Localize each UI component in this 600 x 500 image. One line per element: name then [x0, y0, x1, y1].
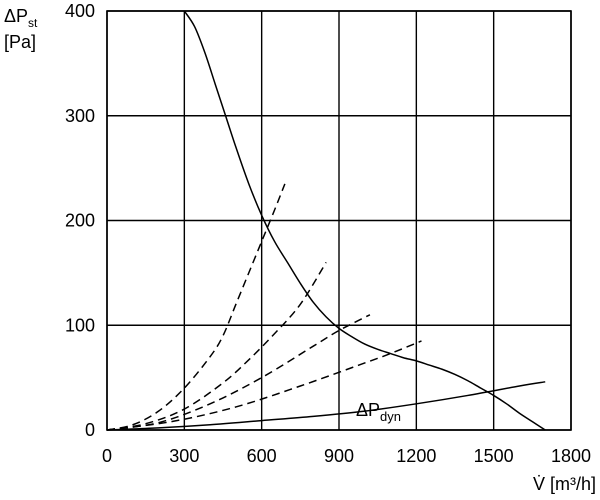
y-tick-label-100: 100	[65, 315, 95, 335]
annotation-dp-dyn-main: ΔP	[356, 400, 380, 420]
series-line-2-solid	[106, 381, 546, 431]
x-tick-label-600: 600	[247, 446, 277, 466]
plot-frame	[106, 10, 572, 431]
y-tick-label-0: 0	[85, 420, 95, 440]
x-tick-label-1200: 1200	[396, 446, 436, 466]
series-line-1-solid	[183, 10, 546, 431]
annotation-dp-dyn: ΔPdyn	[356, 400, 401, 424]
series-line-5-dashed	[106, 314, 371, 431]
x-tick-label-1800: 1800	[551, 446, 591, 466]
x-tick-label-0: 0	[102, 446, 112, 466]
series-line-4-dashed	[106, 262, 327, 431]
y-axis-title-sub: st	[28, 16, 38, 30]
series-group	[106, 10, 546, 431]
y-axis-unit: [Pa]	[4, 32, 36, 52]
x-tick-label-1500: 1500	[474, 446, 514, 466]
annotation-dp-dyn-sub: dyn	[380, 409, 401, 424]
tick-labels: 0 300 600 900 1200 1500 1800 0 100 200 300 400	[65, 1, 591, 466]
x-tick-label-300: 300	[169, 446, 199, 466]
series-line-3-dashed	[106, 183, 286, 431]
y-tick-label-200: 200	[65, 211, 95, 231]
grid	[106, 10, 572, 431]
y-tick-label-300: 300	[65, 106, 95, 126]
y-axis-title: ΔPst	[4, 6, 38, 30]
y-tick-label-400: 400	[65, 1, 95, 21]
x-tick-label-900: 900	[324, 446, 354, 466]
y-axis-title-main: ΔP	[4, 6, 28, 26]
series-line-6-dashed	[106, 340, 422, 431]
x-axis-title: V̇ [m³/h]	[533, 474, 596, 494]
